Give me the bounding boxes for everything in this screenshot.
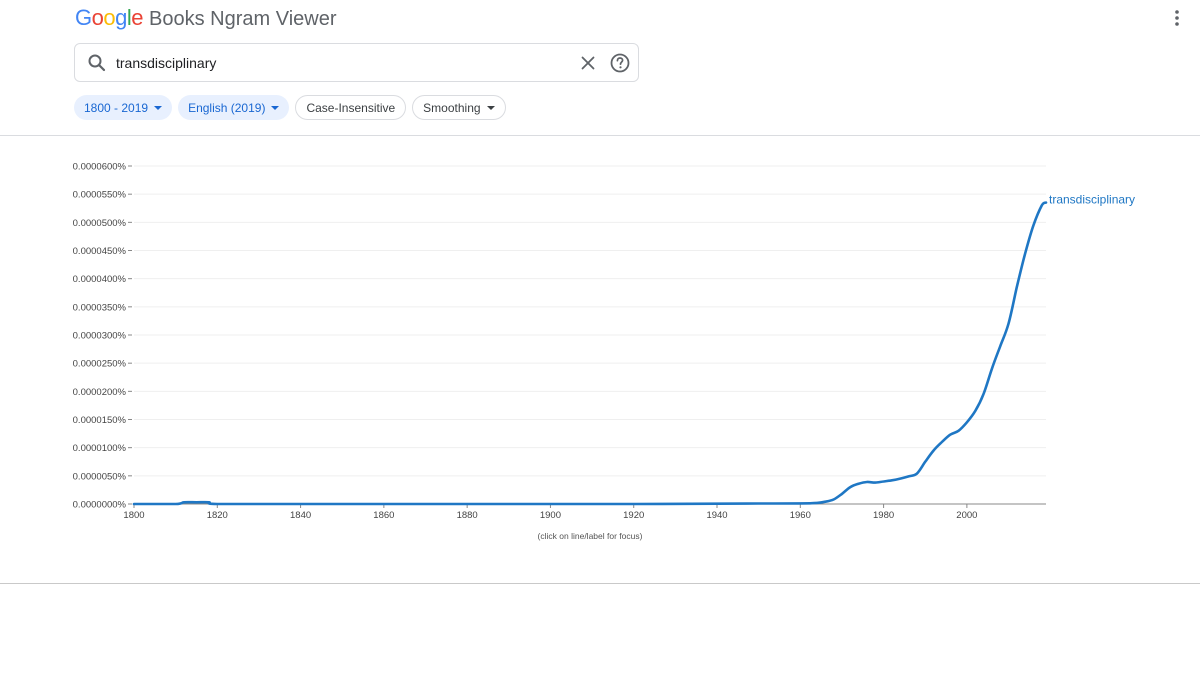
caret-down-icon [271, 105, 280, 110]
year-range-dropdown[interactable]: 1800 - 2019 [74, 95, 173, 120]
y-tick-label: 0.0000600% [73, 162, 127, 173]
x-tick-label: 1960 [790, 510, 811, 521]
y-tick-label: 0.0000150% [73, 415, 127, 426]
x-tick-label: 1980 [873, 510, 894, 521]
case-insensitive-toggle[interactable]: Case-Insensitive [295, 95, 407, 120]
x-tick-label: 1800 [123, 510, 144, 521]
search-input[interactable] [116, 52, 571, 74]
y-tick-label: 0.0000100% [73, 443, 127, 454]
divider [0, 135, 1200, 136]
google-wordmark: Google [75, 5, 144, 31]
caret-down-icon [486, 105, 495, 110]
x-tick-label: 1820 [207, 510, 228, 521]
series-label[interactable]: transdisciplinary [1049, 193, 1135, 207]
x-tick-label: 1880 [457, 510, 478, 521]
google-books-ngram-logo[interactable]: Google Books Ngram Viewer [75, 5, 337, 31]
y-tick-label: 0.0000250% [73, 359, 127, 370]
year-range-label: 1800 - 2019 [84, 100, 149, 115]
y-tick-label: 0.0000350% [73, 302, 127, 313]
logo-letter: l [126, 5, 132, 30]
series-line-transdisciplinary[interactable] [132, 201, 1048, 506]
divider [0, 583, 1200, 584]
y-tick-label: 0.0000050% [73, 471, 127, 482]
y-tick-label: 0.0000200% [73, 387, 127, 398]
help-circle-icon[interactable] [609, 52, 631, 74]
app-header: Google Books Ngram Viewer [0, 0, 1200, 36]
smoothing-dropdown[interactable]: Smoothing [412, 95, 506, 120]
y-tick-label: 0.0000300% [73, 331, 127, 342]
logo-letter: o [91, 5, 104, 30]
ngram-chart: 0.0000000% 0.0000050% 0.0000100% 0.0000150%… [73, 162, 1135, 542]
x-tick-label: 1940 [706, 510, 727, 521]
corpus-dropdown[interactable]: English (2019) [178, 95, 290, 120]
x-tick-label: 1900 [540, 510, 561, 521]
case-label: Case-Insensitive [306, 100, 396, 115]
y-tick-label: 0.0000500% [73, 218, 127, 229]
x-tick-label: 1840 [290, 510, 311, 521]
search-box [74, 43, 639, 82]
y-tick-label: 0.0000450% [73, 246, 127, 257]
logo-letter: G [75, 5, 92, 30]
product-name: Books Ngram Viewer [149, 8, 337, 30]
close-icon[interactable] [578, 53, 598, 73]
chart-note: (click on line/label for focus) [538, 531, 643, 541]
filter-chips: 1800 - 2019 English (2019) Case-Insensit… [74, 95, 506, 120]
logo-letter: o [103, 5, 116, 30]
search-icon[interactable] [87, 53, 107, 73]
more-vert-icon[interactable] [1166, 7, 1188, 29]
caret-down-icon [154, 105, 163, 110]
corpus-label: English (2019) [188, 100, 266, 115]
logo-letter: e [131, 5, 144, 30]
x-tick-label: 1920 [623, 510, 644, 521]
y-tick-label: 0.0000400% [73, 274, 127, 285]
y-tick-label: 0.0000550% [73, 190, 127, 201]
x-tick-label: 1860 [373, 510, 394, 521]
x-tick-label: 2000 [956, 510, 977, 521]
y-tick-label: 0.0000000% [73, 500, 127, 511]
smoothing-label: Smoothing [423, 100, 481, 115]
logo-letter: g [115, 5, 127, 30]
